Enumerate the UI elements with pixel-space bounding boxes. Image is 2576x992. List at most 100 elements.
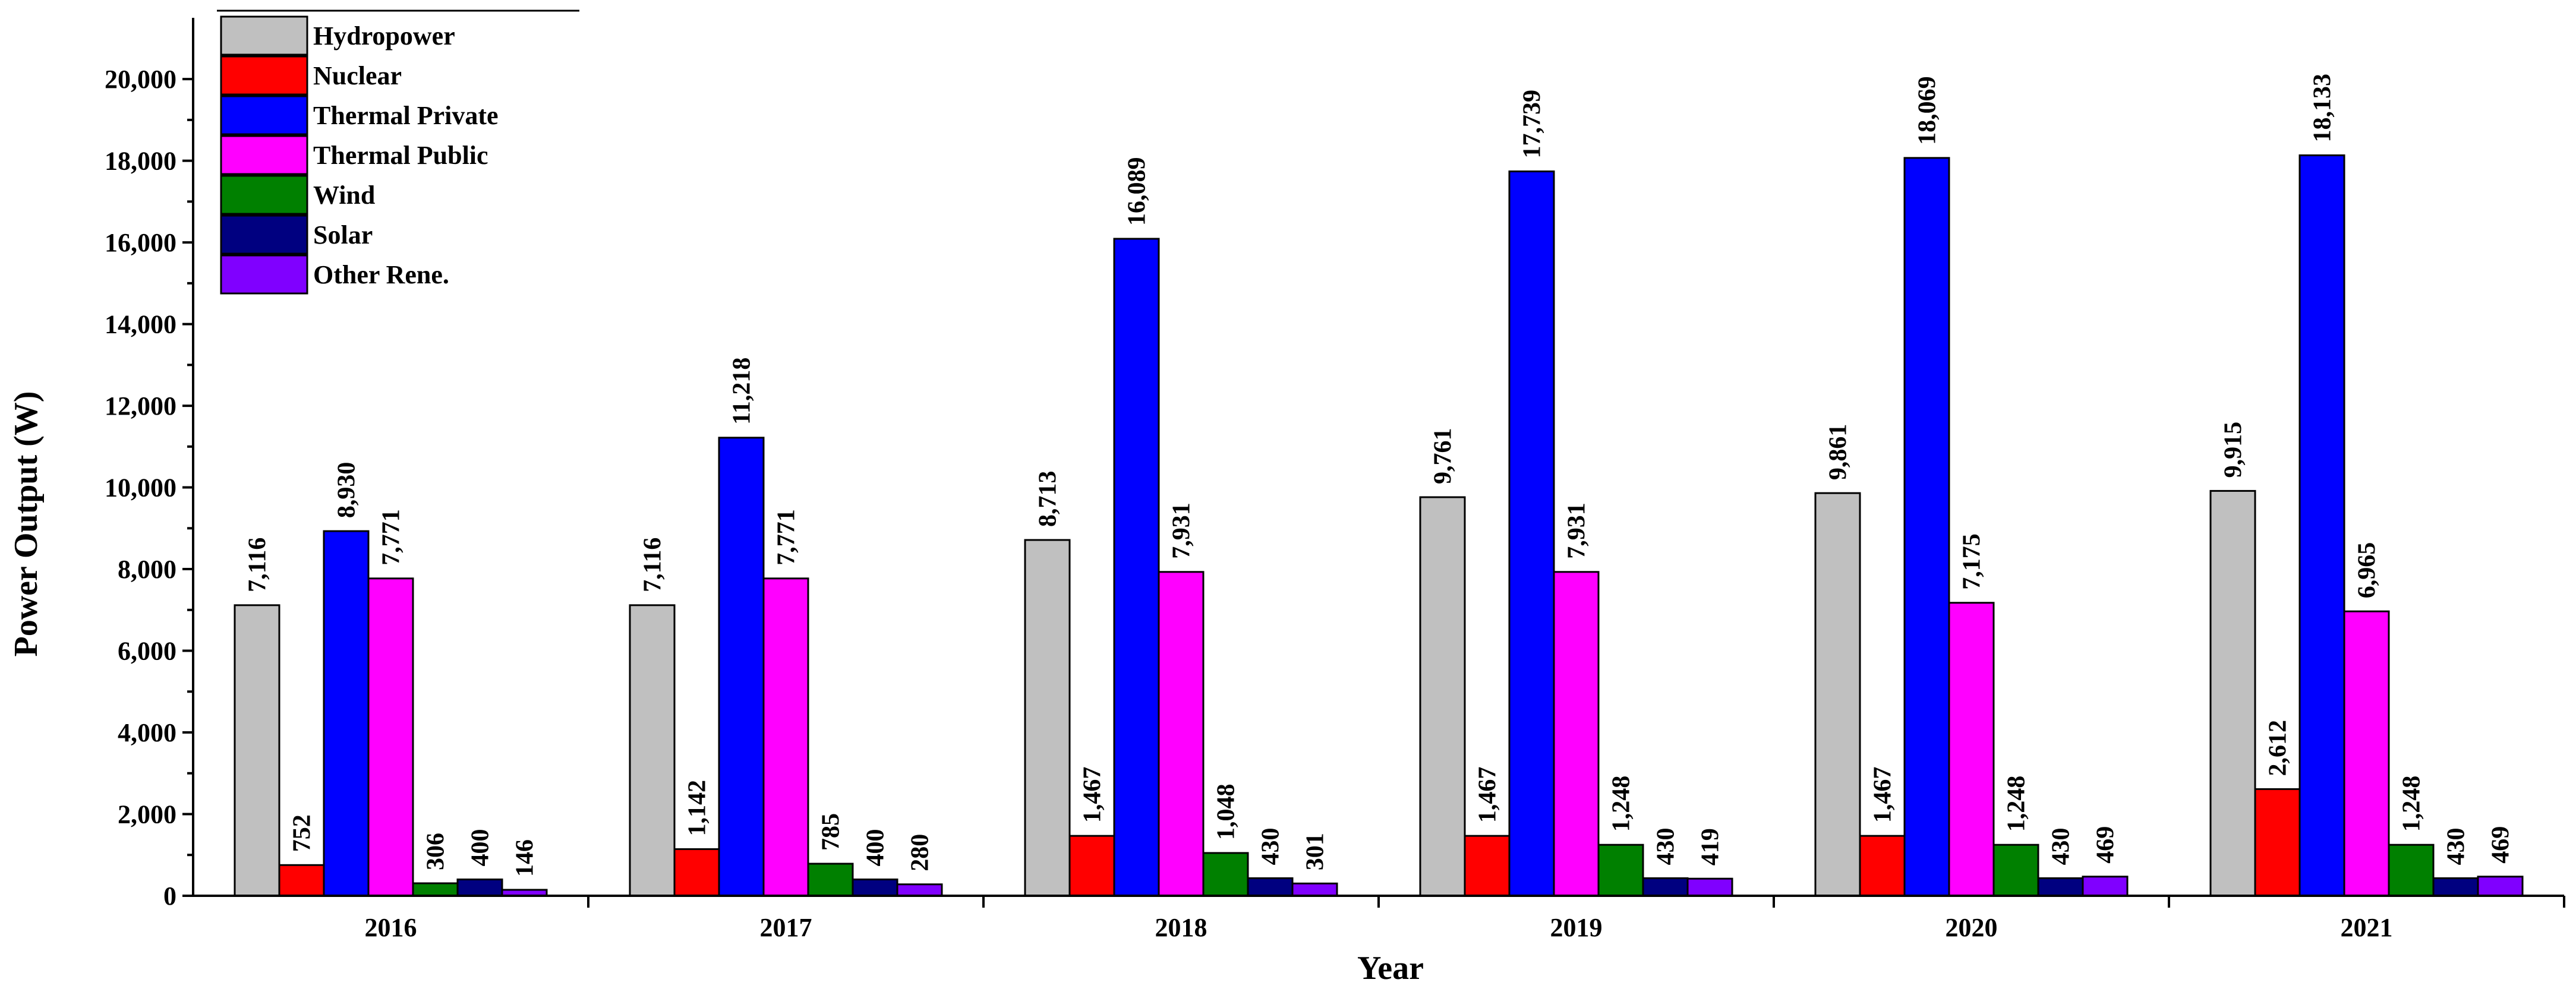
bar-wind-2017 [807,863,854,897]
value-label-other-rene-2021: 469 [2487,826,2515,864]
bar-hydropower-2016 [234,604,280,897]
bar-solar-2019 [1642,877,1689,897]
bar-nuclear-2016 [278,864,325,897]
bar-nuclear-2019 [1464,835,1511,897]
x-tick-label: 2018 [1155,913,1207,942]
y-tick-label: 8,000 [118,555,176,584]
legend-label-wind: Wind [313,181,375,210]
value-label-solar-2017: 400 [862,829,890,867]
legend-label-solar: Solar [313,220,373,249]
y-tick-label: 20,000 [105,65,176,94]
y-tick-label: 16,000 [105,228,176,257]
bar-thermal-private-2017 [718,437,765,897]
y-tick-label: 18,000 [105,147,176,176]
y-tick-label: 10,000 [105,473,176,503]
bar-other-rene-2020 [2082,876,2129,897]
bar-other-rene-2019 [1686,877,1733,897]
value-label-thermal-public-2020: 7,175 [1959,533,1986,590]
bar-solar-2016 [456,879,503,897]
bar-wind-2020 [1992,843,2039,897]
y-tick-label: 2,000 [118,800,176,829]
x-tick-label: 2021 [2341,913,2393,942]
value-label-other-rene-2019: 419 [1697,828,1724,865]
bar-hydropower-2021 [2209,489,2256,897]
bar-wind-2018 [1202,852,1249,897]
ticks-layer: 0 2,000 4,000 6,000 8,000 10,000 12,000 14,000 1… [105,65,2565,942]
y-tick-label: 0 [163,882,176,911]
legend-swatch-hydropower [220,15,308,56]
legend-label-other-rene: Other Rene. [313,260,449,289]
bar-nuclear-2021 [2254,788,2301,897]
bar-other-rene-2017 [896,883,943,897]
value-label-solar-2018: 430 [1257,827,1285,865]
value-label-hydropower-2019: 9,761 [1430,428,1457,484]
bar-thermal-private-2021 [2298,154,2345,897]
value-label-wind-2021: 1,248 [2398,776,2426,832]
y-tick-label: 6,000 [118,637,176,666]
bar-solar-2021 [2432,877,2479,897]
bar-hydropower-2018 [1024,539,1071,897]
value-label-thermal-private-2021: 18,133 [2309,74,2337,143]
x-tick-label: 2020 [1946,913,1998,942]
bar-wind-2016 [412,882,459,897]
value-label-wind-2017: 785 [818,813,845,851]
value-label-nuclear-2021: 2,612 [2265,720,2292,776]
bar-thermal-public-2018 [1158,571,1205,897]
bar-solar-2020 [2037,877,2084,897]
value-label-nuclear-2019: 1,467 [1474,767,1502,823]
legend-label-thermal-private: Thermal Private [313,101,499,130]
y-axis-title: Power Output (W) [8,391,45,657]
value-label-nuclear-2016: 752 [289,814,316,852]
bar-hydropower-2019 [1419,496,1466,897]
value-label-other-rene-2017: 280 [907,834,934,871]
bar-hydropower-2017 [629,604,676,897]
value-label-wind-2018: 1,048 [1213,784,1240,840]
axes-layer [192,18,2564,897]
legend-swatch-wind [220,175,308,215]
bar-thermal-private-2020 [1903,157,1950,897]
legend-label-hydropower: Hydropower [313,21,455,50]
legend-label-nuclear: Nuclear [313,61,402,90]
legend-swatch-other-rene [220,254,308,295]
value-label-thermal-public-2016: 7,771 [378,509,405,565]
legend-swatch-thermal-public [220,135,308,175]
value-label-other-rene-2018: 301 [1302,833,1329,870]
value-label-solar-2019: 430 [1653,827,1680,865]
legend-swatch-nuclear [220,55,308,96]
bar-nuclear-2018 [1068,835,1115,897]
value-label-thermal-private-2018: 16,089 [1124,157,1151,226]
value-label-thermal-private-2019: 17,739 [1519,90,1546,159]
value-label-hydropower-2018: 8,713 [1035,471,1062,527]
x-axis-title: Year [1357,950,1424,987]
value-label-hydropower-2016: 7,116 [244,538,272,592]
bar-hydropower-2020 [1814,492,1861,897]
bar-solar-2017 [852,879,898,897]
legend: Hydropower Nuclear Thermal Private Thermal … [217,10,579,295]
value-label-thermal-private-2017: 11,218 [729,358,756,425]
bar-wind-2019 [1597,843,1644,897]
value-label-hydropower-2021: 9,915 [2220,422,2247,478]
x-tick-label: 2019 [1550,913,1603,942]
bar-thermal-private-2016 [323,530,370,897]
x-tick-label: 2016 [365,913,417,942]
value-label-thermal-public-2017: 7,771 [773,509,800,565]
y-tick-label: 4,000 [118,718,176,747]
bars-layer [234,154,2524,897]
legend-swatch-thermal-private [220,95,308,135]
value-label-wind-2019: 1,248 [1608,776,1635,832]
value-labels-layer: 7,116 752 8,930 7,771 306 400 146 7,116 1,142 11,… [244,74,2515,877]
value-label-thermal-public-2018: 7,931 [1168,503,1196,559]
bar-thermal-public-2019 [1553,571,1600,897]
value-label-thermal-public-2021: 6,965 [2354,542,2381,599]
bar-other-rene-2018 [1291,882,1338,897]
value-label-wind-2016: 306 [422,833,450,870]
value-label-other-rene-2016: 146 [512,839,539,877]
y-tick-label: 12,000 [105,391,176,421]
value-label-thermal-private-2020: 18,069 [1914,76,1941,145]
bar-thermal-public-2016 [367,577,414,897]
y-tick-label: 14,000 [105,310,176,339]
value-label-solar-2021: 430 [2443,827,2470,865]
x-tick-label: 2017 [760,913,812,942]
